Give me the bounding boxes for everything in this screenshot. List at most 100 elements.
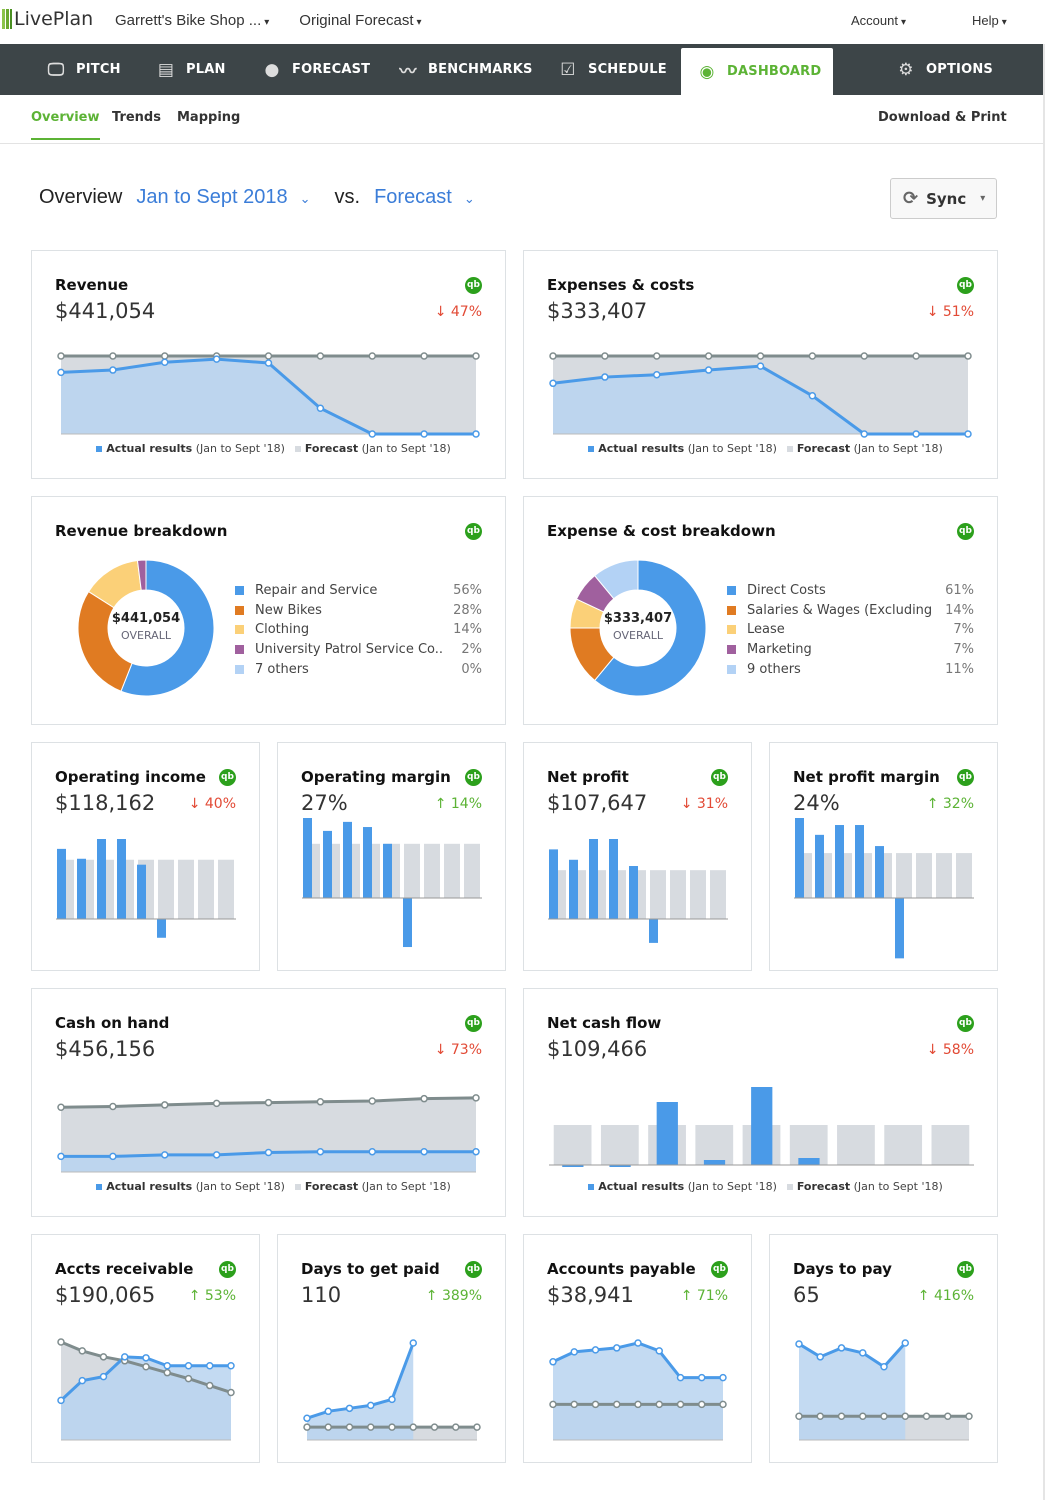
actual-point[interactable]: [549, 379, 557, 388]
forecast-point[interactable]: [756, 352, 765, 360]
forecast-bar[interactable]: [896, 853, 912, 898]
forecast-point[interactable]: [591, 1400, 600, 1409]
actual-point[interactable]: [368, 1147, 376, 1156]
actual-point[interactable]: [78, 1376, 86, 1385]
forecast-point[interactable]: [808, 352, 817, 360]
chevron-down-icon[interactable]: ⌄: [299, 191, 311, 206]
actual-point[interactable]: [912, 430, 920, 438]
actual-bar[interactable]: [77, 858, 86, 919]
forecast-point[interactable]: [57, 1338, 65, 1346]
card-expense-cost-breakdown[interactable]: Expense & cost breakdown qb $333,407 OVERAL…: [523, 496, 998, 725]
actual-point[interactable]: [860, 430, 868, 438]
forecast-point[interactable]: [473, 1423, 481, 1431]
forecast-point[interactable]: [472, 352, 480, 360]
actual-point[interactable]: [184, 1362, 193, 1370]
forecast-point[interactable]: [420, 1094, 428, 1103]
tab-mapping[interactable]: Mapping: [177, 110, 241, 125]
actual-point[interactable]: [57, 1396, 65, 1405]
actual-point[interactable]: [704, 366, 713, 374]
actual-bar[interactable]: [157, 919, 166, 938]
forecast-point[interactable]: [472, 1094, 480, 1102]
legend-item[interactable]: Salaries & Wages (Excluding ... 14%: [727, 601, 974, 621]
forecast-point[interactable]: [184, 1374, 193, 1383]
forecast-selector[interactable]: Original Forecast ▾: [299, 12, 421, 29]
forecast-point[interactable]: [316, 1098, 325, 1106]
forecast-point[interactable]: [964, 352, 972, 360]
forecast-bar[interactable]: [931, 1125, 970, 1165]
nav-plan[interactable]: ▤ PLAN: [156, 44, 226, 95]
forecast-point[interactable]: [368, 352, 376, 360]
actual-point[interactable]: [99, 1372, 108, 1381]
forecast-point[interactable]: [161, 352, 169, 360]
forecast-bar[interactable]: [218, 859, 234, 919]
actual-point[interactable]: [420, 430, 428, 438]
forecast-point[interactable]: [655, 1400, 663, 1409]
forecast-bar[interactable]: [178, 859, 194, 919]
forecast-bar[interactable]: [198, 859, 214, 919]
forecast-point[interactable]: [388, 1423, 396, 1431]
period-selector[interactable]: Jan to Sept 2018: [136, 186, 288, 208]
account-menu[interactable]: Account ▾: [851, 13, 906, 28]
actual-point[interactable]: [719, 1373, 727, 1382]
actual-point[interactable]: [901, 1339, 909, 1347]
actual-point[interactable]: [653, 370, 661, 379]
forecast-bar[interactable]: [916, 853, 932, 898]
forecast-point[interactable]: [704, 352, 713, 360]
forecast-point[interactable]: [78, 1347, 86, 1355]
tab-trends[interactable]: Trends: [112, 110, 161, 125]
actual-bar[interactable]: [609, 1165, 631, 1167]
nav-pitch[interactable]: 🖵 PITCH: [46, 44, 121, 95]
actual-point[interactable]: [591, 1346, 600, 1354]
actual-bar[interactable]: [562, 1165, 584, 1167]
actual-bar[interactable]: [629, 866, 638, 919]
forecast-point[interactable]: [549, 1400, 557, 1409]
forecast-point[interactable]: [212, 1099, 221, 1108]
forecast-point[interactable]: [409, 1423, 417, 1431]
actual-bar[interactable]: [895, 898, 904, 959]
card-expenses-costs[interactable]: Expenses & costs qb $333,407 ↓ 51% Actual re…: [523, 250, 998, 479]
actual-point[interactable]: [163, 1362, 171, 1370]
actual-point[interactable]: [264, 359, 273, 367]
actual-point[interactable]: [549, 1358, 557, 1366]
actual-point[interactable]: [837, 1344, 846, 1352]
actual-bar[interactable]: [323, 830, 332, 898]
nav-forecast[interactable]: ● FORECAST: [262, 44, 370, 95]
actual-point[interactable]: [161, 358, 169, 366]
actual-bar[interactable]: [343, 821, 352, 898]
donut-slice[interactable]: [136, 559, 147, 591]
nav-options[interactable]: ⚙ OPTIONS: [896, 44, 993, 95]
actual-point[interactable]: [472, 1147, 480, 1156]
actual-point[interactable]: [142, 1354, 150, 1362]
actual-bar[interactable]: [703, 1160, 726, 1165]
actual-point[interactable]: [420, 1147, 428, 1156]
tab-overview[interactable]: Overview: [31, 110, 100, 140]
actual-point[interactable]: [303, 1414, 311, 1422]
actual-point[interactable]: [212, 1151, 221, 1159]
actual-point[interactable]: [367, 1401, 375, 1410]
forecast-point[interactable]: [653, 352, 661, 360]
actual-point[interactable]: [109, 366, 117, 374]
actual-bar[interactable]: [97, 839, 106, 919]
legend-item[interactable]: Marketing 7%: [727, 640, 974, 660]
forecast-bar[interactable]: [956, 853, 972, 898]
actual-point[interactable]: [570, 1348, 578, 1356]
forecast-point[interactable]: [549, 352, 557, 360]
forecast-bar[interactable]: [650, 870, 666, 919]
actual-point[interactable]: [161, 1151, 169, 1159]
actual-bar[interactable]: [569, 859, 578, 919]
donut-slice[interactable]: [120, 559, 215, 697]
help-menu[interactable]: Help ▾: [972, 13, 1007, 28]
forecast-point[interactable]: [316, 352, 325, 360]
card-net-profit-margin[interactable]: Net profit margin qb 24% ↑ 32%: [769, 742, 998, 971]
actual-point[interactable]: [57, 1152, 65, 1161]
forecast-point[interactable]: [142, 1362, 150, 1371]
actual-point[interactable]: [345, 1404, 354, 1413]
actual-bar[interactable]: [383, 843, 392, 898]
card-accounts-payable[interactable]: Accounts payable qb $38,941 ↑ 71%: [523, 1234, 752, 1463]
actual-bar[interactable]: [303, 818, 312, 898]
card-days-to-get-paid[interactable]: Days to get paid qb 110 ↑ 389%: [277, 1234, 506, 1463]
forecast-point[interactable]: [368, 1097, 376, 1105]
card-revenue[interactable]: Revenue qb $441,054 ↓ 47% Actual results (Ja…: [31, 250, 506, 479]
forecast-point[interactable]: [57, 352, 65, 360]
card-revenue-breakdown[interactable]: Revenue breakdown qb $441,054 OVERALL Repair…: [31, 496, 506, 725]
